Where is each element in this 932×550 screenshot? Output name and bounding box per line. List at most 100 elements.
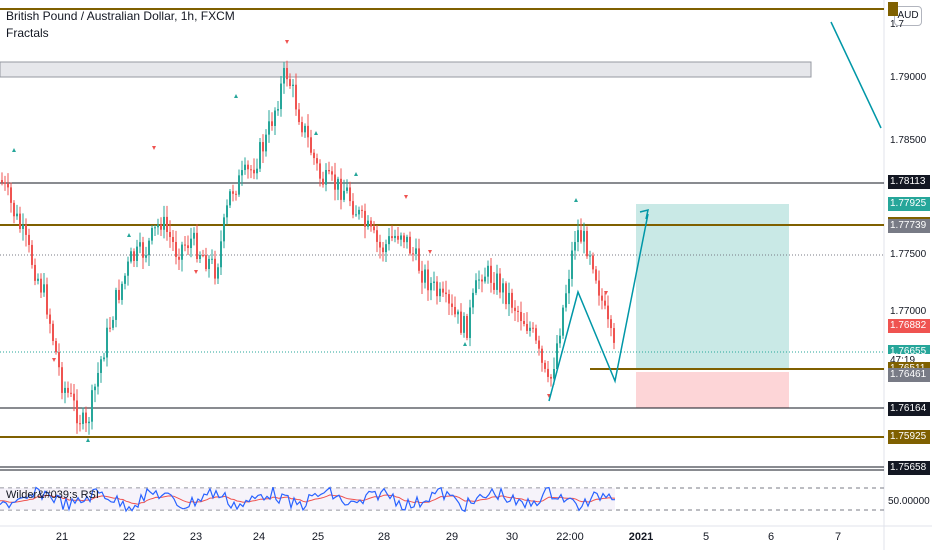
candle-body (151, 227, 153, 241)
time-axis-label: 30 (505, 531, 519, 543)
time-axis-label: 22:00 (556, 531, 584, 543)
time-axis-label: 6 (767, 531, 775, 543)
candle-body (145, 255, 147, 258)
range-box[interactable] (0, 61, 812, 78)
candle-body (76, 400, 78, 424)
candle-body (580, 230, 582, 242)
candle-body (523, 321, 525, 324)
time-axis-label: 23 (189, 531, 203, 543)
candle-body (502, 283, 504, 293)
candle-body (112, 319, 114, 328)
candle-body (16, 213, 18, 217)
price-tick: 1.79000 (890, 72, 927, 83)
candle-body (400, 235, 402, 240)
candle-body (325, 170, 327, 185)
time-axis-label: 24 (252, 531, 266, 543)
candle-body (574, 242, 576, 251)
price-axis-label: 1.75658 (888, 461, 930, 475)
target-zone[interactable] (636, 204, 789, 370)
fractal-marker (604, 291, 608, 295)
rsi-indicator-label[interactable]: Wilder&#039;s RSI (6, 489, 99, 501)
candle-body (229, 191, 231, 206)
candle-body (118, 289, 120, 300)
candle-body (178, 256, 180, 260)
candle-body (361, 209, 363, 211)
price-axis-label: 1.75925 (888, 430, 930, 444)
candle-body (28, 234, 30, 245)
candle-body (559, 335, 561, 344)
candle-body (103, 357, 105, 360)
candle-body (196, 232, 198, 259)
candle-body (508, 292, 510, 305)
candle-body (517, 310, 519, 312)
candle-body (25, 224, 27, 235)
fractal-marker (428, 250, 432, 254)
candle-body (472, 292, 474, 308)
candle-body (223, 217, 225, 242)
candle-body (220, 241, 222, 268)
candle-body (340, 178, 342, 200)
candle-body (148, 240, 150, 256)
candle-body (52, 323, 54, 342)
candle-body (88, 421, 90, 424)
fractal-marker (234, 94, 238, 98)
fractal-marker (86, 438, 90, 442)
projection-path[interactable] (548, 213, 649, 402)
candle-body (82, 412, 84, 424)
projection-line[interactable] (830, 21, 882, 129)
candle-body (169, 231, 171, 238)
fractal-marker (194, 270, 198, 274)
candle-body (418, 248, 420, 271)
candle-body (85, 412, 87, 424)
candle-body (544, 362, 546, 369)
fractal-marker (314, 131, 318, 135)
candle-body (34, 264, 36, 281)
candle-body (343, 190, 345, 200)
currency-button[interactable]: AUD (894, 6, 922, 26)
price-tick: 1.77500 (890, 249, 927, 260)
candle-body (244, 164, 246, 171)
candle-body (160, 224, 162, 230)
candle-body (577, 230, 579, 243)
time-axis-label: 29 (445, 531, 459, 543)
candle-body (496, 273, 498, 290)
price-axis-label: 1.78113 (888, 175, 930, 189)
candle-body (202, 255, 204, 257)
price-axis-label: 1.76882 (888, 319, 930, 333)
candle-body (352, 201, 354, 215)
candle-body (469, 307, 471, 338)
candle-body (133, 251, 135, 261)
candle-body (22, 224, 24, 229)
candle-body (286, 67, 288, 80)
fractal-marker (152, 146, 156, 150)
time-axis-label: 22 (122, 531, 136, 543)
candle-body (31, 244, 33, 265)
fractal-marker (52, 358, 56, 362)
candle-body (124, 275, 126, 284)
candle-body (193, 232, 195, 239)
candle-body (412, 253, 414, 255)
candle-body (454, 306, 456, 315)
fractal-marker (12, 148, 16, 152)
stop-zone[interactable] (636, 372, 789, 408)
candle-body (379, 241, 381, 248)
candle-body (139, 242, 141, 247)
candle-body (463, 316, 465, 333)
candle-body (376, 230, 378, 242)
candle-body (277, 109, 279, 111)
candle-body (310, 137, 312, 153)
candle-body (247, 164, 249, 170)
candle-body (262, 142, 264, 152)
top-level-marker (888, 2, 898, 16)
candle-body (610, 319, 612, 329)
indicator-fractals-label[interactable]: Fractals (6, 26, 49, 40)
candle-body (586, 230, 588, 257)
candle-body (154, 227, 156, 229)
candle-body (433, 281, 435, 283)
candle-body (4, 182, 6, 184)
candle-body (529, 327, 531, 331)
candle-body (259, 142, 261, 169)
candle-body (73, 393, 75, 401)
candle-body (127, 261, 129, 276)
